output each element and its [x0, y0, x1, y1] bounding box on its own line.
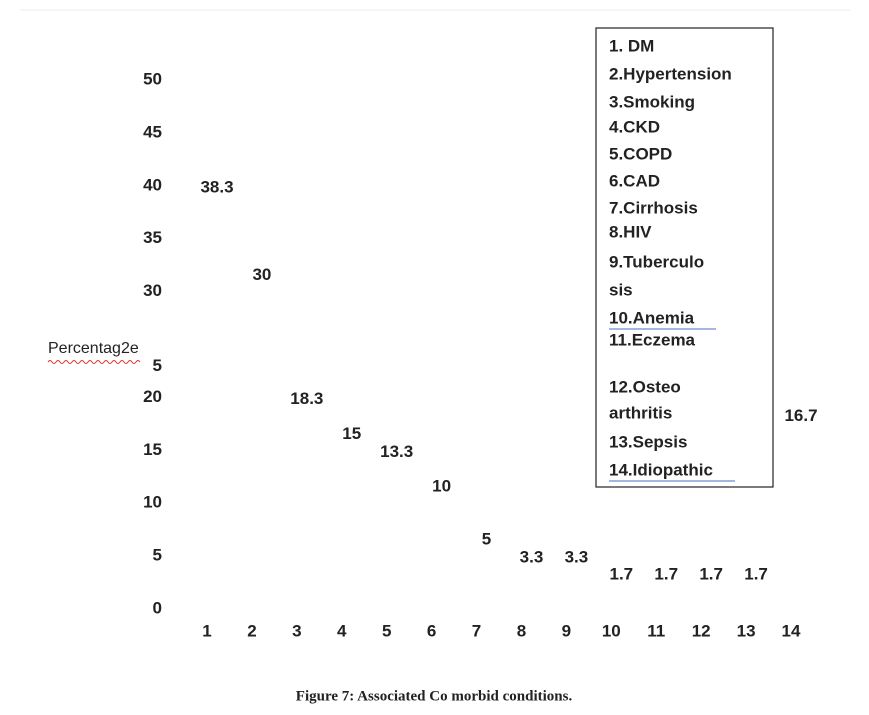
x-tick-label: 5: [382, 621, 391, 640]
legend-entry: 12.Osteo: [609, 377, 681, 396]
legend-entry: 5.COPD: [609, 144, 672, 163]
x-tick-label: 13: [737, 621, 756, 640]
y-tick-label: 35: [143, 228, 162, 247]
y-tick-label: 30: [143, 281, 162, 300]
data-label: 38.3: [200, 177, 233, 196]
x-tick-label: 14: [782, 621, 801, 640]
data-label: 30: [252, 265, 271, 284]
y-tick-label: 0: [153, 598, 162, 617]
x-tick-label: 6: [427, 621, 436, 640]
data-label: 3.3: [565, 548, 589, 567]
legend-box: [595, 27, 774, 488]
caption: Figure 7: Associated Co morbid condition…: [296, 688, 573, 704]
y-tick-label: 10: [143, 493, 162, 512]
data-label: 5: [482, 530, 491, 549]
x-tick-label: 11: [647, 621, 665, 640]
data-label: 1.7: [654, 564, 678, 583]
x-tick-label: 7: [472, 621, 481, 640]
legend-entry: 10.Anemia: [609, 308, 695, 327]
data-label: 1.7: [699, 564, 723, 583]
data-label: 13.3: [380, 442, 413, 461]
legend-entry: 14.Idiopathic: [609, 460, 713, 479]
legend-entry: 9.Tuberculo: [609, 252, 704, 271]
data-label: 15: [342, 424, 361, 443]
legend-entry: arthritis: [609, 403, 672, 422]
y-tick-label: 45: [143, 122, 162, 141]
y-tick-label: 5: [153, 356, 162, 375]
x-tick-label: 8: [517, 621, 526, 640]
legend-entry: 8.HIV: [609, 222, 652, 241]
y-tick-label: 15: [143, 440, 162, 459]
data-label: 1.7: [744, 564, 768, 583]
legend-entry: 13.Sepsis: [609, 432, 687, 451]
data-label: 3.3: [520, 548, 544, 567]
data-label: 1.7: [609, 564, 633, 583]
x-tick-label: 12: [692, 621, 711, 640]
x-tick-label: 4: [337, 621, 347, 640]
y-axis-label: Percentag2e: [48, 340, 139, 357]
x-tick-label: 1: [202, 621, 211, 640]
legend-entry: 11.Eczema: [609, 330, 696, 349]
spell-underline: [47, 360, 141, 364]
y-tick-label: 50: [143, 69, 162, 88]
legend-entry: 3.Smoking: [609, 92, 695, 111]
legend-entry: 6.CAD: [609, 171, 660, 190]
x-tick-label: 3: [292, 621, 301, 640]
x-tick-label: 9: [562, 621, 571, 640]
legend-entry: 7.Cirrhosis: [609, 198, 698, 217]
data-label: 18.3: [290, 389, 323, 408]
data-label: 16.7: [784, 406, 817, 425]
x-tick-label: 2: [247, 621, 256, 640]
y-tick-label: 20: [143, 387, 162, 406]
y-tick-label: 40: [143, 175, 162, 194]
data-label: 10: [432, 477, 451, 496]
legend-entry: 4.CKD: [609, 117, 660, 136]
legend-entry: 2.Hypertension: [609, 64, 732, 83]
legend-entry: sis: [609, 280, 633, 299]
x-tick-label: 10: [602, 621, 621, 640]
legend-entry: 1. DM: [609, 36, 654, 55]
y-tick-label: 5: [153, 546, 162, 565]
